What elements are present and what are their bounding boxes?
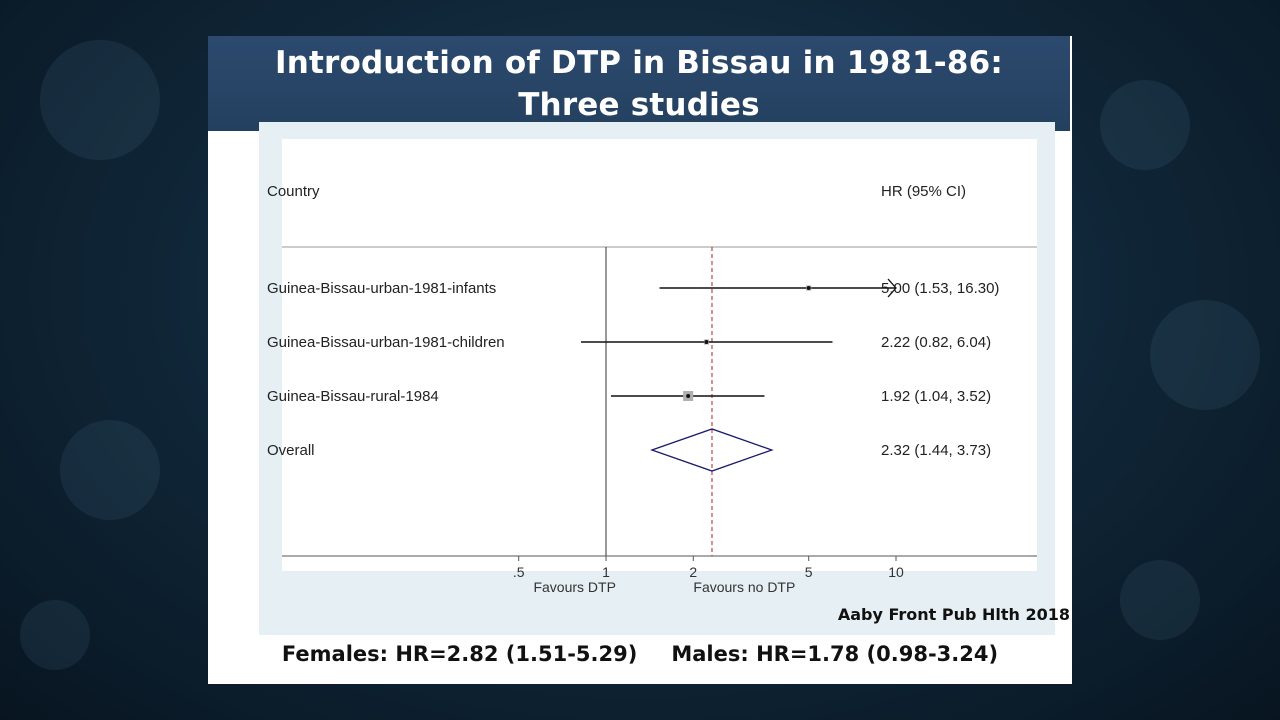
column-header-hr: HR (95% CI) [881, 183, 966, 200]
x-axis-label-left: Favours DTP [533, 579, 615, 595]
column-header-country: Country [267, 183, 320, 200]
background-bokeh [40, 40, 160, 160]
slide: Introduction of DTP in Bissau in 1981-86… [208, 36, 1072, 684]
males-summary: Males: HR=1.78 (0.98-3.24) [671, 642, 999, 666]
slide-title: Introduction of DTP in Bissau in 1981-86… [274, 45, 1003, 123]
study-label: Guinea-Bissau-urban-1981-children [267, 334, 505, 351]
x-tick-label: 10 [888, 564, 904, 580]
study-hr-ci: 5.00 (1.53, 16.30) [881, 280, 999, 297]
background-bokeh [1150, 300, 1260, 410]
females-summary: Females: HR=2.82 (1.51-5.29) [281, 642, 638, 666]
x-tick-label: 2 [689, 564, 697, 580]
title-band: Introduction of DTP in Bissau in 1981-86… [208, 36, 1072, 131]
study-ci-arrow [887, 278, 897, 298]
background-bokeh [20, 600, 90, 670]
citation: Aaby Front Pub Hlth 2018 [837, 605, 1070, 624]
background-bokeh [1100, 80, 1190, 170]
overall-diamond [649, 428, 774, 472]
study-label: Guinea-Bissau-urban-1981-infants [267, 280, 496, 297]
x-axis-label-right: Favours no DTP [693, 579, 795, 595]
study-hr-ci: 1.92 (1.04, 3.52) [881, 388, 991, 405]
study-point [806, 286, 811, 290]
x-tick-label: .5 [513, 564, 525, 580]
plot-panel [282, 139, 1037, 571]
study-point [704, 340, 709, 344]
study-label: Guinea-Bissau-rural-1984 [267, 388, 439, 405]
overall-label: Overall [267, 442, 315, 459]
overall-hr-ci: 2.32 (1.44, 3.73) [881, 442, 991, 459]
background-bokeh [1120, 560, 1200, 640]
background-bokeh [60, 420, 160, 520]
x-tick-label: 5 [805, 564, 813, 580]
study-hr-ci: 2.22 (0.82, 6.04) [881, 334, 991, 351]
forest-plot-frame: Country HR (95% CI) Guinea-Bissau-urban-19… [259, 122, 1055, 635]
study-point [686, 394, 691, 398]
x-tick-label: 1 [602, 564, 610, 580]
forest-plot: Country HR (95% CI) Guinea-Bissau-urban-19… [267, 139, 1037, 595]
sex-specific-summary: Females: HR=2.82 (1.51-5.29) Males: HR=1.… [208, 642, 1072, 666]
